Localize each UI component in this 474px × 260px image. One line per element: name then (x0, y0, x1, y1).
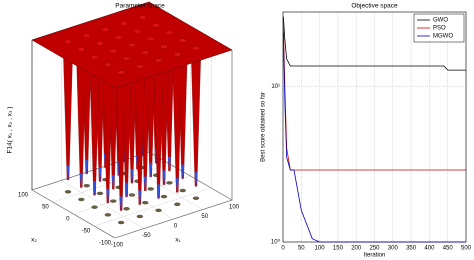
x-tick-label: 300 (388, 246, 399, 252)
spike-tip (143, 176, 147, 193)
x-tick-label: 450 (443, 246, 454, 252)
pit (179, 188, 186, 193)
x-tick-label: 500 (461, 246, 472, 252)
x-tick-label: 100 (315, 246, 326, 252)
spike-tip (167, 156, 171, 173)
plane-hole (147, 36, 155, 42)
pit (160, 194, 168, 199)
plane-hole (83, 33, 91, 38)
pit (91, 205, 98, 209)
plane-hole (101, 27, 110, 32)
x-tick-label: 350 (406, 246, 417, 252)
x-tick-label: 50 (298, 246, 305, 252)
y-tick-label: 10⁰ (271, 239, 281, 246)
plane-hole (90, 54, 99, 60)
pit (123, 207, 130, 211)
plane-hole (133, 29, 142, 34)
pit (83, 184, 90, 188)
pit (192, 196, 200, 200)
x-tick-label: 100 (229, 205, 240, 211)
plane-hole (115, 35, 123, 40)
plane-hole (154, 58, 163, 63)
plane-hole (64, 39, 72, 44)
x-axis-label: x₁ (175, 237, 181, 244)
spike-tip (194, 172, 198, 189)
pit (142, 201, 149, 205)
y-tick-label: 0 (66, 217, 70, 223)
spike-tip (79, 173, 83, 190)
pit (147, 187, 154, 191)
series-line (282, 32, 466, 243)
pit (117, 220, 125, 225)
pit (128, 193, 136, 197)
pit (174, 202, 181, 206)
chart-title: Objective space (351, 3, 398, 10)
x-tick-label: 0 (174, 224, 178, 230)
y-tick-label: 50 (42, 205, 49, 211)
x-tick-label: -100 (111, 243, 124, 249)
x-tick-label: 0 (281, 246, 285, 252)
plane-hole (128, 42, 136, 48)
plane-hole (96, 41, 104, 46)
legend-label: PSO (433, 26, 446, 32)
spike-tip (138, 190, 142, 207)
pit (104, 213, 111, 217)
x-tick-label: 200 (351, 246, 362, 252)
spike-tip (85, 159, 89, 176)
plane-hole (77, 47, 85, 52)
y-axis-label: x₂ (31, 237, 37, 244)
spike-tip (130, 169, 134, 185)
legend-label: MGWO (433, 34, 453, 40)
spike-tip (125, 182, 129, 199)
x-tick-label: 50 (201, 214, 208, 220)
plane-hole (139, 15, 147, 20)
x-tick-label: -50 (142, 233, 151, 239)
spike-tip (66, 165, 70, 182)
x-tick-label: 250 (369, 246, 380, 252)
pit (64, 190, 72, 194)
plane-hole (109, 48, 117, 54)
plane-hole (117, 70, 125, 75)
plane-hole (152, 22, 160, 28)
plane-hole (160, 44, 168, 49)
spike-tip (119, 196, 123, 213)
spike-tip (157, 184, 161, 201)
pit (96, 191, 104, 196)
legend-label: GWO (433, 18, 448, 24)
spike-tip (98, 167, 102, 184)
x-tick-label: 150 (333, 246, 344, 252)
pit (78, 197, 85, 202)
pit (166, 181, 173, 185)
plane-hole (136, 64, 144, 69)
pit (136, 214, 143, 219)
pit (155, 208, 162, 213)
plane-hole (179, 38, 187, 43)
series-line (282, 16, 466, 71)
plane-hole (173, 52, 181, 57)
y-tick-label: 10¹ (271, 84, 280, 90)
pit (110, 199, 117, 203)
spike-tip (149, 162, 153, 179)
spike-tip (162, 170, 166, 187)
spike-tip (106, 188, 110, 205)
x-axis-label: Iteration (364, 253, 386, 259)
spike-tip (181, 164, 185, 181)
plane-hole (120, 21, 128, 26)
spike-tip (93, 181, 97, 198)
plane-hole (104, 62, 112, 68)
chart-title: Parameter space (115, 3, 165, 10)
spike-tip (111, 175, 115, 192)
plane-hole (165, 30, 174, 36)
spike-tip (175, 178, 179, 195)
y-tick-label: -100 (99, 241, 112, 247)
plane-hole (141, 50, 149, 55)
plane-hole (122, 56, 131, 61)
y-axis-label: Best score obtained so far (261, 92, 267, 162)
z-axis-label: F14( x₁ , x₂ , x₃ ) (7, 106, 14, 153)
y-tick-label: -50 (82, 229, 91, 235)
x-tick-label: 400 (424, 246, 435, 252)
y-tick-label: 100 (18, 193, 29, 199)
plane-hole (192, 46, 200, 51)
